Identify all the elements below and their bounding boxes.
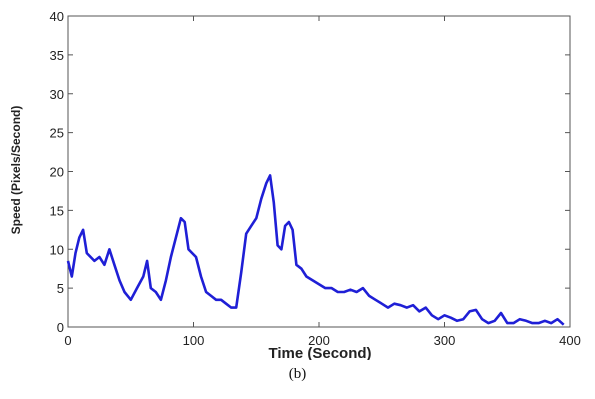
- figure-caption: (b): [288, 366, 307, 382]
- y-tick-label: 0: [57, 320, 64, 335]
- speed-series-line: [66, 174, 565, 326]
- y-tick-label: 15: [50, 203, 64, 218]
- y-axis-title: Speed (Pixels/Second): [9, 106, 23, 235]
- series-layer: [66, 174, 565, 326]
- y-tick-label: 25: [50, 126, 64, 141]
- x-axis-title: Time (Second): [268, 345, 371, 360]
- x-tick-label: 0: [64, 333, 71, 348]
- x-tick-label: 400: [559, 333, 581, 348]
- y-tick-label: 20: [50, 165, 64, 180]
- x-tick-label: 300: [434, 333, 456, 348]
- y-tick-label: 30: [50, 87, 64, 102]
- plot-frame: [67, 15, 571, 328]
- y-tick-label: 5: [57, 281, 64, 296]
- x-axis-ticks: 0 100 200 300 400: [64, 16, 581, 348]
- y-tick-label: 40: [50, 9, 64, 24]
- y-tick-label: 35: [50, 48, 64, 63]
- x-tick-label: 100: [183, 333, 205, 348]
- y-axis-ticks: 0 5 10 15 20 25 30 35 40: [50, 9, 570, 335]
- x-tick-label: 200: [308, 333, 330, 348]
- speed-chart: 0 100 200 300 400 0 5 10 15 20 25 30 35 40 Time (Sec…: [9, 9, 581, 360]
- y-tick-label: 10: [50, 242, 64, 257]
- plot-box: [67, 15, 571, 328]
